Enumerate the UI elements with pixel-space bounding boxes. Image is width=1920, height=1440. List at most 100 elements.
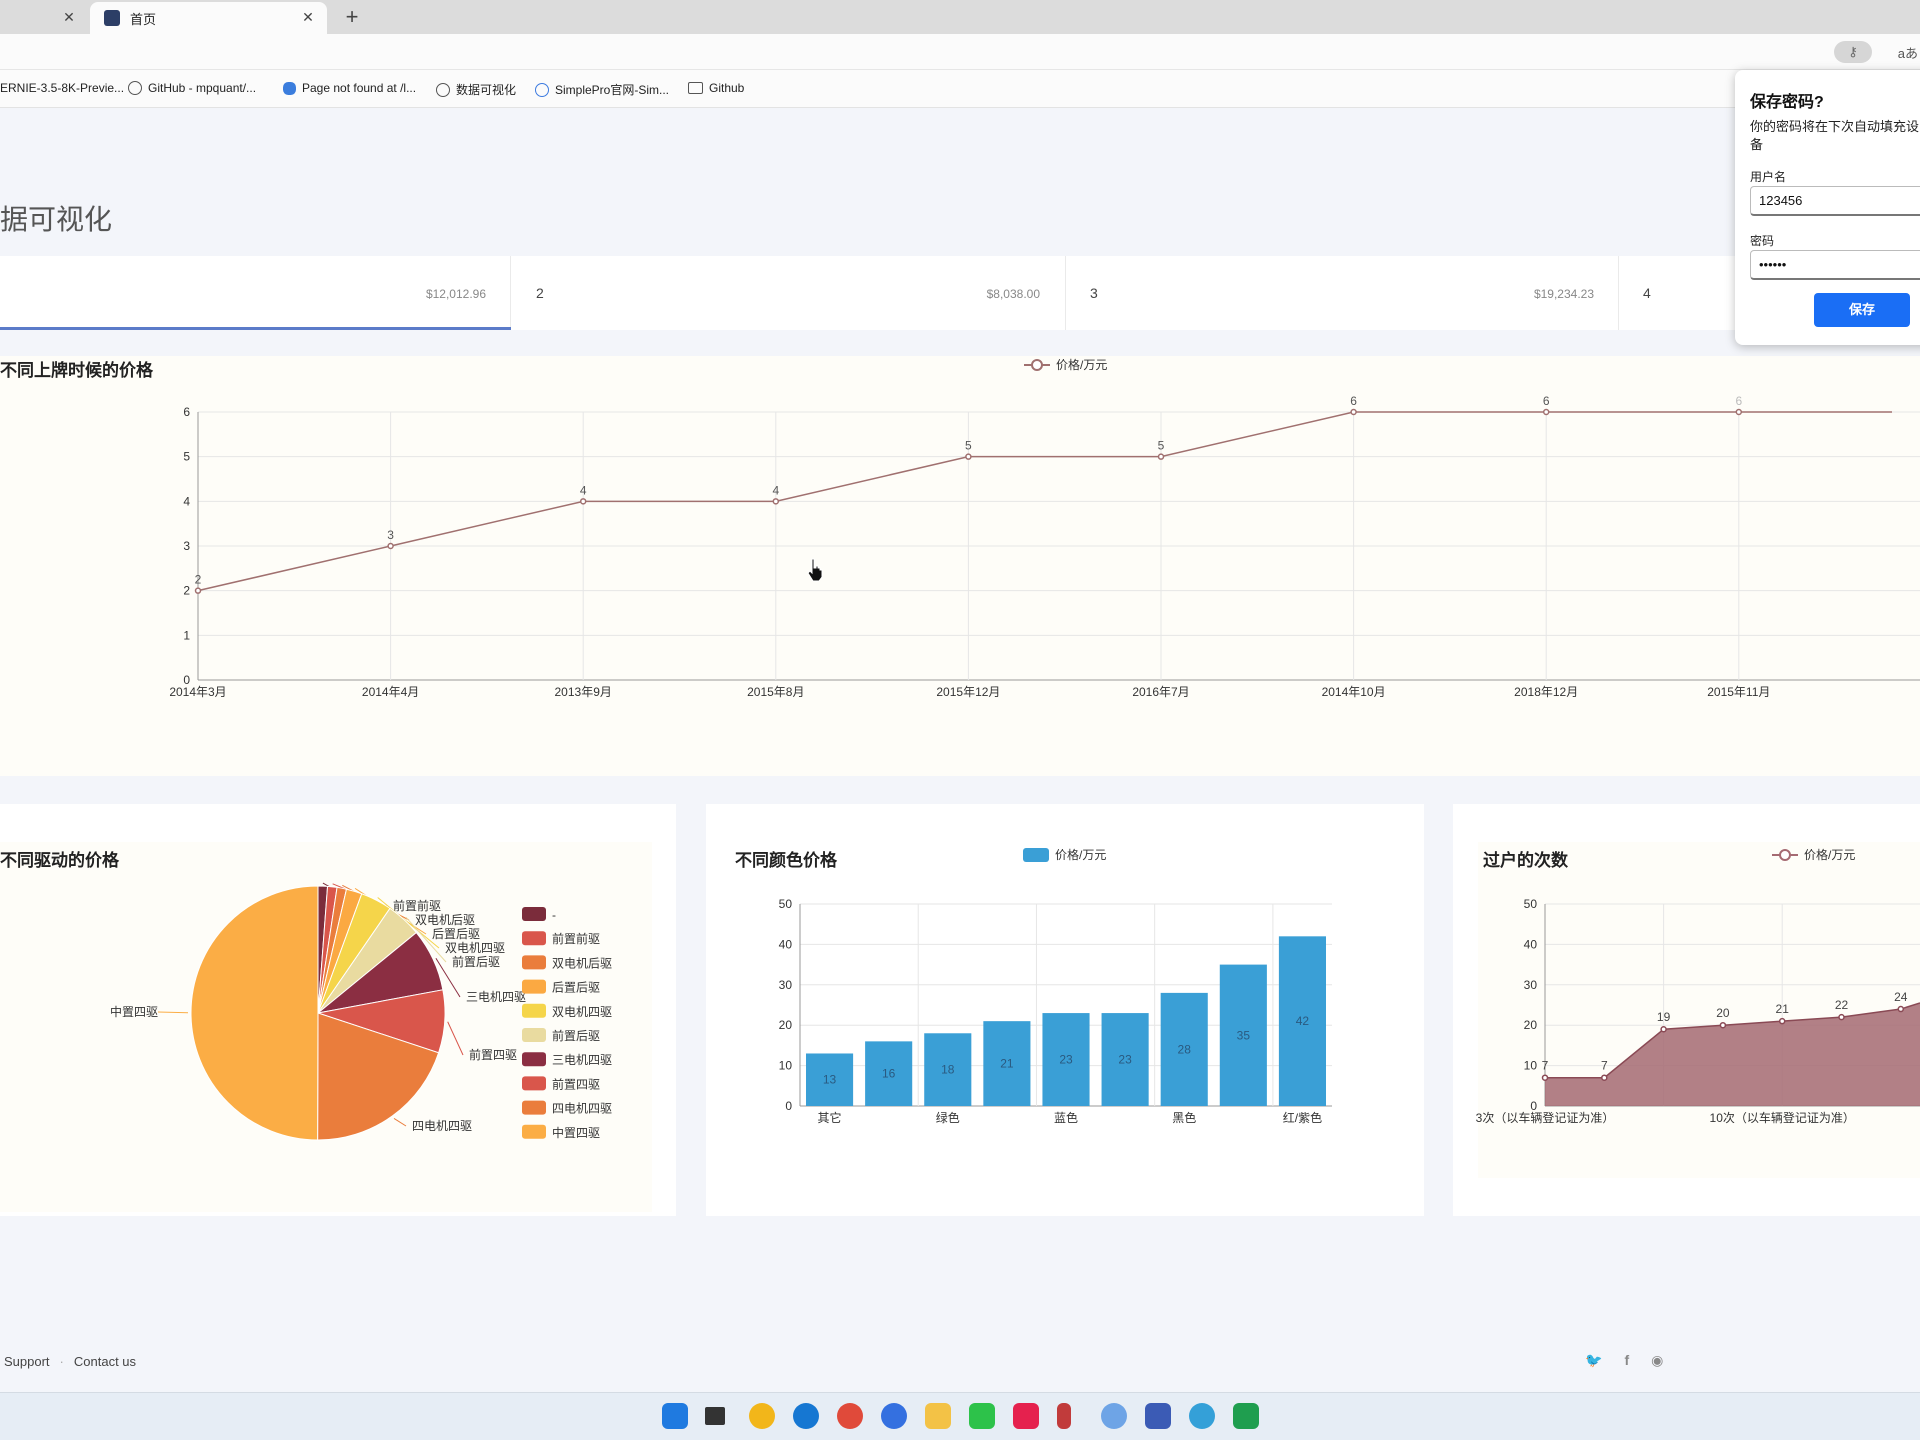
chart-legend[interactable]: 价格/万元 [1772,846,1855,863]
bookmark-simplepro[interactable]: SimplePro官网-Sim... [535,81,669,98]
area-chart-card: 过户的次数 价格/万元 0 10 20 30 40 50 7 7 19 20 21 22 24 3次（以车… [1453,804,1920,1216]
data-point [1660,1025,1667,1033]
data-label: 22 [1835,998,1849,1012]
contact-link[interactable]: Contact us [73,1354,137,1369]
chrome-browser-icon[interactable] [837,1403,863,1429]
stat-cell-1[interactable]: $12,012.96 [0,256,511,330]
data-point [387,542,394,550]
support-link[interactable]: Support [4,1354,50,1369]
simplepro-icon [535,82,549,97]
legend-swatch [522,1100,546,1115]
file-explorer-icon[interactable] [925,1403,951,1429]
password-field[interactable]: •••••• [1750,250,1920,280]
y-tick-label: 0 [1530,1099,1537,1113]
new-tab-button[interactable]: + [345,4,359,29]
data-label: 20 [1716,1006,1730,1020]
chart-legend[interactable]: 价格/万元 [1024,356,1107,373]
bookmark-ernie[interactable]: ERNIE-3.5-8K-Previe... [0,81,125,95]
slice-label-line [447,1021,464,1056]
admin-tool-icon[interactable] [1145,1403,1171,1429]
bar-value-label: 28 [1178,1042,1192,1056]
bar [1101,1013,1149,1106]
save-password-button[interactable]: 保存 [1814,293,1910,327]
legend-swatch [522,1124,546,1139]
y-tick-label: 40 [1524,937,1538,951]
bar [1278,936,1326,1106]
data-label: 5 [965,439,972,453]
app-bottle-icon[interactable] [1057,1403,1071,1429]
y-tick-label: 3 [183,539,190,553]
chart-legend[interactable]: 价格/万元 [1023,846,1106,863]
legend-bar-icon [1023,847,1049,862]
bookmark-github[interactable]: Github [688,81,744,95]
data-label: 24 [1894,990,1908,1004]
stat-cell-4[interactable]: 4 [1619,256,1920,330]
pie-chart-area: 不同驱动的价格 -前置前驱双电机后驱后置后驱双电机四驱前置后驱三电机四驱前置四驱… [0,842,652,1212]
data-label: 4 [580,483,587,497]
y-tick-label: 40 [779,937,793,951]
edge-browser-icon[interactable] [793,1403,819,1429]
data-point [1350,408,1357,416]
paw-icon [283,81,296,95]
windows-start-icon[interactable] [662,1403,688,1429]
data-point [1719,1021,1727,1029]
bar-chart-card: 不同颜色价格 价格/万元 0 10 20 30 40 50 13 其它 16 18 绿色 21 23 蓝色… [706,804,1424,1216]
address-bar[interactable]: ⚷ aあ [0,34,1920,70]
x-tick-label: 3次（以车辆登记证为准） [1476,1110,1615,1125]
security-app-icon[interactable] [749,1403,775,1429]
area-fill [1545,1002,1920,1106]
line-chart: 0 1 2 3 4 5 6 2014年3月 2014年4月 2013年9月 2015年8月 2015年… [169,394,1920,699]
bar [1160,992,1208,1106]
legend-label: 前置后驱 [552,1028,600,1043]
app-blue-icon[interactable] [881,1403,907,1429]
browser-tab-previous[interactable]: ✕ [0,2,88,34]
close-icon[interactable]: ✕ [302,9,314,25]
pie-chart: -前置前驱双电机后驱后置后驱双电机四驱前置后驱三电机四驱前置四驱四电机四驱中置四… [110,882,612,1141]
key-icon[interactable]: ⚷ [1834,41,1872,63]
app-red-icon[interactable] [1013,1403,1039,1429]
pie-slice [190,885,319,1141]
password-label: 密码 [1750,234,1775,248]
bookmark-page-not-found[interactable]: Page not found at /l... [283,81,416,95]
username-field[interactable]: 123456 [1750,186,1920,216]
legend-swatch [522,1076,546,1091]
bookmark-github-mpquant[interactable]: GitHub - mpquant/... [128,81,256,95]
page-title: 据可视化 [0,204,113,235]
stat-num: 2 [536,285,544,301]
footer-separator: · [59,1354,64,1369]
x-tick-label: 绿色 [936,1110,960,1125]
bookmark-data-viz[interactable]: 数据可视化 [436,81,516,98]
data-label: 4 [772,483,779,497]
x-tick-label: 红/紫色 [1283,1110,1322,1125]
slice-label-line [405,917,447,963]
pycharm-icon[interactable] [1233,1403,1259,1429]
task-view-icon[interactable] [705,1407,725,1425]
slice-label-line [157,1011,189,1014]
stat-cell-3[interactable]: 3 $19,234.23 [1066,256,1619,330]
slice-label: 双电机后驱 [415,913,475,927]
facebook-icon[interactable]: f [1624,1352,1630,1368]
save-password-popup: 保存密码? 你的密码将在下次自动填充设备 用户名 123456 密码 •••••… [1735,70,1920,345]
area-chart-area [1478,842,1920,1178]
data-point [1735,408,1743,416]
search-app-icon[interactable] [1189,1403,1215,1429]
legend-label: 前置四驱 [552,1076,600,1091]
y-tick-label: 30 [779,978,793,992]
wechat-icon[interactable] [969,1403,995,1429]
legend-swatch [522,931,546,946]
network-app-icon[interactable] [1101,1403,1127,1429]
pie-chart-card: 不同驱动的价格 -前置前驱双电机后驱后置后驱双电机四驱前置后驱三电机四驱前置四驱… [0,804,676,1216]
github-icon[interactable]: ◉ [1651,1352,1664,1368]
twitter-icon[interactable]: 🐦 [1585,1352,1603,1368]
legend-swatch [522,979,546,994]
close-icon[interactable]: ✕ [63,9,75,25]
data-point [579,498,587,505]
stat-cell-2[interactable]: 2 $8,038.00 [511,256,1066,330]
legend-label: 前置前驱 [552,931,600,946]
data-label: 7 [1601,1059,1608,1073]
x-tick-label: 2014年4月 [362,685,419,699]
data-point [1778,1017,1786,1025]
read-aloud-icon[interactable]: aあ [1897,46,1918,61]
legend-swatch [522,1003,546,1018]
browser-tab-active[interactable]: 首页 ✕ [90,2,327,34]
